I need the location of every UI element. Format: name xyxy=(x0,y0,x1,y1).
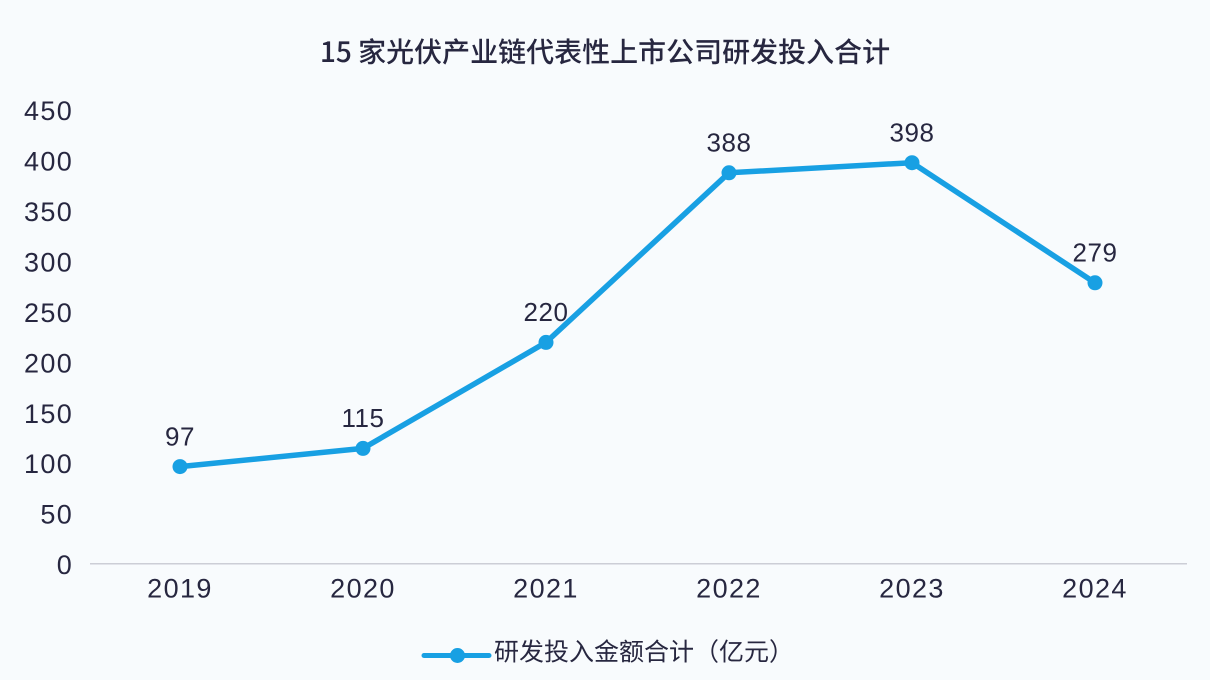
svg-text:250: 250 xyxy=(24,298,73,328)
svg-text:115: 115 xyxy=(342,403,385,433)
svg-text:2023: 2023 xyxy=(879,573,945,603)
svg-text:2019: 2019 xyxy=(147,573,213,603)
svg-text:200: 200 xyxy=(24,348,73,378)
svg-text:398: 398 xyxy=(890,117,935,147)
svg-text:97: 97 xyxy=(165,421,195,451)
svg-text:150: 150 xyxy=(24,399,73,429)
svg-text:220: 220 xyxy=(524,297,569,327)
svg-text:279: 279 xyxy=(1073,238,1118,268)
svg-text:300: 300 xyxy=(24,247,73,277)
svg-text:50: 50 xyxy=(40,500,73,530)
svg-text:388: 388 xyxy=(707,128,752,158)
svg-text:100: 100 xyxy=(24,449,73,479)
svg-text:350: 350 xyxy=(24,197,73,227)
svg-text:400: 400 xyxy=(24,146,73,176)
svg-text:450: 450 xyxy=(24,96,73,126)
svg-text:2024: 2024 xyxy=(1062,573,1128,603)
svg-text:2021: 2021 xyxy=(513,573,579,603)
svg-text:2022: 2022 xyxy=(696,573,762,603)
svg-text:2020: 2020 xyxy=(330,573,396,603)
svg-text:0: 0 xyxy=(57,550,73,580)
